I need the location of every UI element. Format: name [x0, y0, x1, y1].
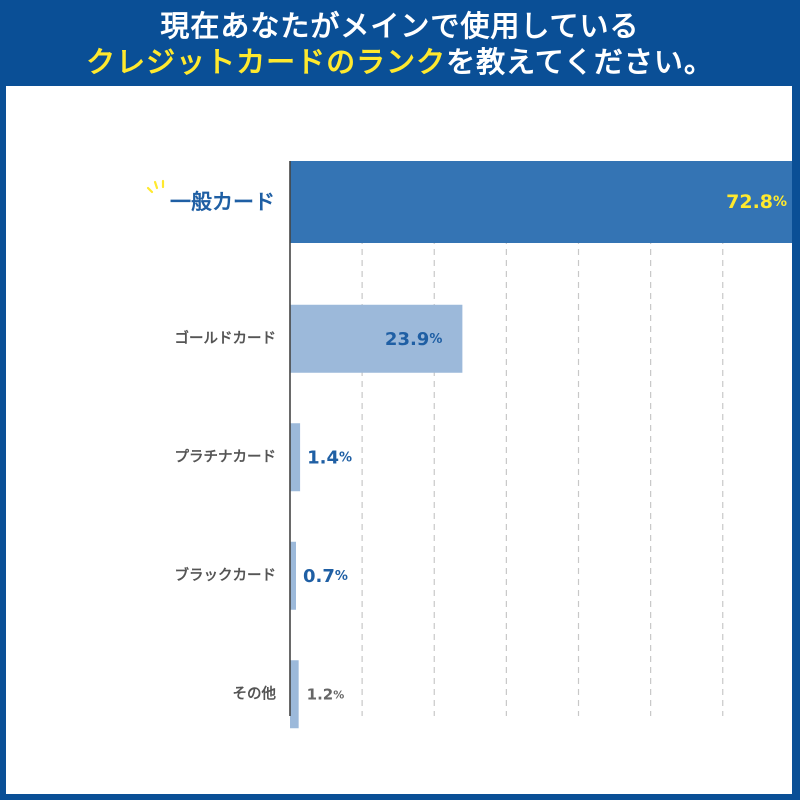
title-line-1: 現在あなたがメインで使用している — [160, 9, 640, 43]
sparkle-icon — [146, 179, 165, 194]
title-line-2: クレジットカードのランクを教えてください。 — [0, 44, 800, 80]
value-label: 0.7% — [303, 565, 348, 586]
bar — [290, 161, 792, 243]
title-line-2-rest: を教えてください。 — [446, 45, 714, 79]
value-label: 1.2% — [307, 685, 345, 703]
header: 現在あなたがメインで使用している クレジットカードのランクを教えてください。 — [0, 0, 800, 86]
chart-panel: 一般カード 72.8% ゴールドカード 23.9% プラチナカード 1.4% ブラックカード… — [6, 86, 792, 794]
category-label: 一般カード — [170, 190, 275, 214]
bar — [290, 423, 301, 492]
category-label: その他 — [233, 684, 277, 702]
grid-lines — [361, 161, 724, 716]
bar — [290, 304, 463, 373]
bar-chart: 一般カード 72.8% ゴールドカード 23.9% プラチナカード 1.4% ブラックカード… — [146, 161, 792, 729]
value-label: 23.9% — [385, 328, 442, 349]
bar — [290, 541, 296, 610]
category-label: ゴールドカード — [175, 329, 277, 347]
category-label: ブラックカード — [175, 566, 277, 584]
bar — [290, 660, 299, 729]
title-highlight: クレジットカードのランク — [86, 45, 447, 79]
sparkle-ray — [146, 186, 154, 194]
value-label: 72.8% — [726, 191, 787, 213]
value-label: 1.4% — [307, 447, 352, 468]
category-label: プラチナカード — [175, 448, 277, 465]
sparkle-ray — [153, 180, 159, 190]
